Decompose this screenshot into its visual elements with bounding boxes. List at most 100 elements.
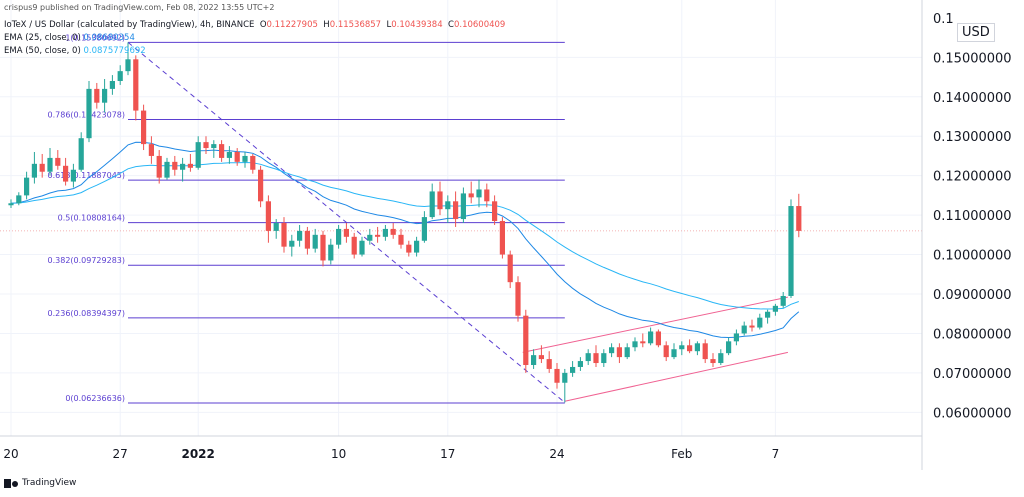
candle-body [772,305,778,312]
fib-level-label: 0.618(0.11887045) [48,171,126,180]
candle-body [281,223,287,247]
candle-body [499,221,505,255]
candle-body [484,189,490,202]
candle-body [211,144,217,149]
candle-body [16,195,22,204]
candle-body [710,359,716,364]
candle-body [679,345,685,350]
fib-level-label: 0.236(0.08394397) [48,309,126,318]
fib-level-label: 0.5(0.10808164) [58,214,125,223]
candle-body [663,345,669,358]
fib-level-label: 0.786(0.13423078) [48,111,126,120]
candle-body [141,110,147,145]
candle-body [437,191,443,210]
candle-body [429,191,435,218]
candle-body [187,163,193,168]
time-axis-tick: 7 [772,447,780,461]
time-axis-tick: 20 [3,447,18,461]
candle-body [414,240,420,253]
ema25-legend[interactable]: EMA (25, close, 0) 0.08680354 [4,33,135,43]
candle-body [531,355,537,365]
candle-body [312,234,318,249]
price-axis-tick: 0.12000000 [933,170,1012,185]
candle-body [31,163,37,178]
ema25-label: EMA (25, close, 0) [4,33,81,43]
candle-body [601,353,607,364]
price-axis-tick: 0.13000000 [933,130,1012,145]
candle-body [757,317,763,328]
ema50-value: 0.0875779692 [83,46,146,56]
candle-body [8,203,14,206]
ema50-line [10,161,799,310]
candle-body [242,155,248,162]
candle-body [476,189,482,198]
ohlc-close-label: C [448,20,454,30]
ohlc-high: 0.11536857 [329,20,382,30]
ohlc-low-label: L [386,20,392,30]
candle-body [320,234,326,261]
candle-body [640,341,646,344]
ohlc-close: 0.10600409 [453,20,506,30]
candle-body [702,343,708,360]
price-axis-tick: 0.09000000 [933,288,1012,303]
fib-level-label: 0.382(0.09729283) [48,256,126,265]
candle-body [515,282,521,316]
ohlc-open: 0.11227905 [266,20,318,30]
fib-level-label: 1(0.15380692) [65,33,125,42]
candle-body [328,244,334,261]
ema50-legend[interactable]: EMA (50, close, 0) 0.0875779692 [4,46,146,56]
symbol-title[interactable]: IoTeX / US Dollar (calculated by Trading… [4,20,255,30]
symbol-legend: IoTeX / US Dollar (calculated by Trading… [4,20,505,30]
price-axis-tick: 0.10000000 [933,249,1012,264]
candle-body [117,71,123,81]
ohlc-low: 0.10439384 [391,20,443,30]
trend-line [127,41,566,403]
candle-body [624,347,630,358]
candle-body [180,163,186,170]
candle-body [125,59,131,72]
time-axis-tick: 24 [549,447,564,461]
candle-body [39,163,45,172]
candle-body [616,347,622,358]
candle-body [63,165,69,182]
ohlc-high-label: H [323,20,330,30]
candle-body [718,353,724,364]
price-axis-tick: 0.06000000 [933,406,1012,421]
candle-body [265,201,271,231]
candle-body [492,201,498,222]
ema50-label: EMA (50, close, 0) [4,46,81,56]
candle-body [219,144,225,158]
candle-body [55,157,61,166]
candle-body [375,234,381,237]
fib-level-label: 0(0.06236636) [65,394,125,403]
price-axis-tick: 0.07000000 [933,367,1012,382]
tradingview-footer[interactable]: TradingView [4,478,76,488]
candle-body [336,228,342,245]
candle-body [343,228,349,237]
candle-body [741,325,747,334]
candle-body [780,295,786,306]
candle-body [765,311,771,318]
price-axis-tick: 0.11000000 [933,209,1012,224]
candle-body [468,193,474,198]
publish-info: crispus9 published on TradingView.com, F… [4,3,275,12]
candle-body [250,155,256,170]
candle-body [788,206,794,296]
candle-body [133,59,139,111]
time-axis-tick: 2022 [181,447,214,461]
candle-body [609,347,615,354]
time-axis-tick: 10 [331,447,346,461]
price-axis-tick: 0.14000000 [933,91,1012,106]
candle-body [655,331,661,346]
candle-body [109,81,115,89]
candle-body [538,355,544,360]
currency-button[interactable]: USD [957,23,995,42]
candlestick-series [8,42,802,403]
candle-body [749,325,755,328]
candle-body [359,240,365,255]
candle-body [445,201,451,210]
candle-body [78,138,84,170]
candle-body [546,359,552,369]
candle-body [523,315,529,365]
